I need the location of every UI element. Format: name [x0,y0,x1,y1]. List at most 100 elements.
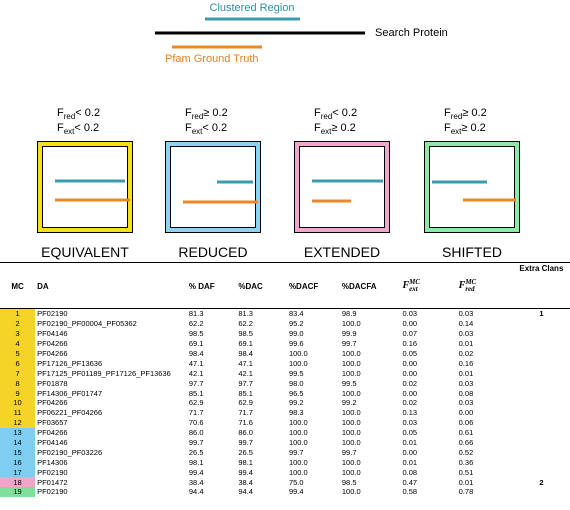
value-cell: 98.4 [188,349,204,358]
cond-sub: red [451,112,463,121]
value-cell: 99.7 [341,447,357,457]
value-cell: 0.01 [458,339,474,349]
cond-sub: red [192,112,204,121]
table-row: 16 PF14306 98.1 98.1 100.0 100.0 0.01 0.36 [0,457,570,468]
value-cell: 0.00 [402,447,418,457]
value-cell: 0.00 [402,388,418,398]
cond-rest: ≥ 0.2 [462,107,486,119]
table-row: 4 PF04266 69.1 69.1 99.6 99.7 0.16 0.01 [0,338,570,349]
cond-base: F [314,107,321,119]
value-cell: 0.02 [458,349,474,358]
da-cell: PF14306_PF01747 [37,388,103,398]
cond-base: F [57,122,64,134]
da-cell: PF04146 [37,329,68,339]
box-name: EXTENDED [304,244,380,260]
table-row: 10 PF04266 62.9 62.9 99.2 99.2 0.02 0.03 [0,398,570,408]
value-cell: 81.3 [188,309,204,319]
value-cell: 86.0 [238,428,253,438]
column-header: F MC ext [400,264,457,309]
value-cell: 100.0 [288,418,308,428]
box-name: REDUCED [178,244,247,260]
column-header: Extra Clans [512,264,570,309]
value-cell: 42.1 [238,368,253,378]
value-cell: 99.4 [188,467,204,477]
value-cell: 38.4 [188,477,204,487]
da-cell: PF04266 [37,349,68,358]
da-cell: PF01878 [37,378,68,388]
cond-rest: < 0.2 [75,107,100,119]
value-cell: 0.01 [458,477,474,487]
value-cell: 26.5 [238,447,253,457]
value-cell: 99.9 [341,329,357,339]
value-cell: 100.0 [341,349,361,358]
da-cell: PF17126_PF13636 [37,358,103,368]
empty-cell [513,467,570,477]
box-inner [429,146,515,228]
mc-cell: 10 [0,398,36,408]
cond-rest: < 0.2 [74,122,99,134]
value-cell: 70.6 [188,418,204,428]
value-cell: 38.4 [238,477,253,487]
mc-cell: 3 [0,328,36,339]
value-cell: 62.2 [188,319,204,329]
value-cell: 86.0 [188,428,204,438]
column-header: MC [0,264,36,309]
cond-base: F [444,107,451,119]
value-cell: 0.14 [458,319,474,329]
value-cell: 0.00 [402,368,418,378]
table-row: 12 PF03657 70.6 71.6 100.0 100.0 0.03 0.06 [0,417,570,428]
box-outline [165,141,261,233]
mc-cell: 5 [0,348,36,359]
value-cell: 81.3 [238,309,253,319]
value-cell: 0.03 [458,398,474,408]
value-cell: 0.02 [402,398,418,408]
column-header: DA [35,264,187,309]
value-cell: 99.7 [341,339,357,349]
cond-sub: ext [321,127,332,136]
value-cell: 100.0 [288,457,308,467]
box-outline [294,141,390,233]
value-cell: 0.16 [458,358,474,368]
da-cell: PF02190 [37,309,68,319]
value-cell: 98.1 [238,457,253,467]
value-cell: 0.36 [458,457,474,467]
value-cell: 99.2 [341,398,357,408]
value-cell: 99.6 [288,339,304,349]
value-cell: 0.07 [402,329,418,339]
value-cell: 99.0 [288,329,304,339]
table-row: 2 PF02190_PF00004_PF05362 62.2 62.2 95.2 100.… [0,318,570,329]
header-base: F [458,280,466,292]
value-cell: 42.1 [188,368,204,378]
value-cell: 71.6 [238,418,253,428]
value-cell: 98.1 [188,457,204,467]
mc-cell: 18 [0,477,36,488]
cond-base: F [314,122,321,134]
table-row: 15 PF02190_PF03226 26.5 26.5 99.7 99.7 0.00 0.5… [0,447,570,458]
empty-cell [513,408,570,418]
value-cell: 0.78 [458,487,474,497]
table-row: 1 PF02190 81.3 81.3 83.4 98.9 0.03 0.03 1 [0,308,570,319]
column-header: % DAF [186,264,237,309]
box-name: SHIFTED [442,244,502,260]
condition: Fred< 0.2 [57,107,100,121]
table-row: 9 PF14306_PF01747 85.1 85.1 96.5 100.0 0.00 0.0… [0,388,570,399]
header-row: MC DA% DAF %DAC %DACF %DACFA F MC ext F MC red Extr… [0,264,570,309]
value-cell: 47.1 [238,358,253,368]
da-cell: PF17125_PF01189_PF17126_PF13636 [37,368,171,378]
mc-cell: 12 [0,417,36,428]
da-cell: PF04266 [37,398,68,408]
value-cell: 0.06 [458,418,474,428]
diagram: Clustered Region Search Protein Pfam Gro… [37,2,520,260]
box [166,142,260,232]
table-row: 18 PF01472 38.4 38.4 75.0 98.5 0.47 0.01 2 [0,477,570,488]
cond-rest: ≥ 0.2 [203,107,227,119]
column-header: %DAC [236,264,287,309]
value-cell: 0.08 [402,467,418,477]
empty-cell [513,447,570,457]
table-row: 17 PF02190 99.4 99.4 100.0 100.0 0.08 0.51 [0,467,570,478]
value-cell: 97.7 [238,378,253,388]
box-inner [42,146,128,228]
value-cell: 83.4 [288,309,304,319]
value-cell: 100.0 [288,428,308,438]
table-row: 8 PF01878 97.7 97.7 98.0 99.5 0.02 0.03 [0,378,570,389]
